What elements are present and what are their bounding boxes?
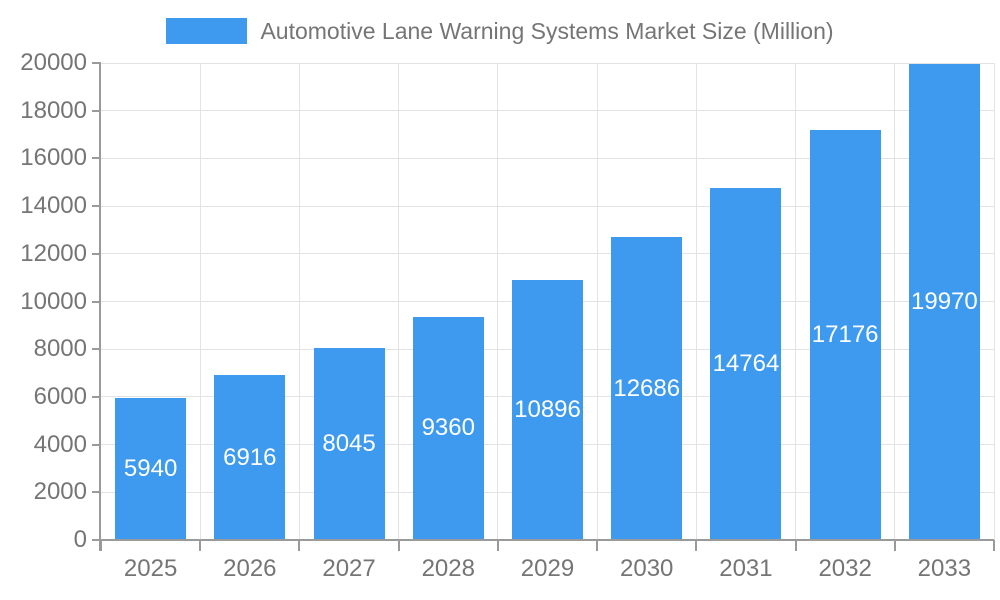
bar-value-label: 6916 xyxy=(223,443,277,471)
bar-2033[interactable]: 19970 xyxy=(908,63,980,540)
y-axis-line xyxy=(99,63,101,551)
y-axis-tick-label: 0 xyxy=(73,526,87,553)
bar-2027[interactable]: 8045 xyxy=(313,348,385,540)
y-axis-tick xyxy=(92,62,101,64)
legend-label: Automotive Lane Warning Systems Market S… xyxy=(260,18,834,44)
y-gridline xyxy=(101,62,994,64)
x-axis-tick xyxy=(893,540,896,551)
x-axis-tick xyxy=(596,540,599,551)
x-gridline xyxy=(199,63,201,540)
legend-swatch-icon xyxy=(166,18,248,44)
bar-2028[interactable]: 9360 xyxy=(412,316,484,540)
y-axis-tick-label: 6000 xyxy=(33,382,87,410)
x-gridline xyxy=(298,63,300,540)
x-gridline xyxy=(894,63,896,540)
y-axis-tick-label: 12000 xyxy=(20,239,87,267)
y-axis-tick xyxy=(92,157,101,160)
x-gridline xyxy=(695,63,697,540)
y-axis-tick-label: 16000 xyxy=(20,144,87,172)
x-axis-tick-label: 2030 xyxy=(620,555,674,582)
bar-2029[interactable]: 10896 xyxy=(512,280,583,540)
x-gridline xyxy=(795,63,797,540)
y-axis-tick xyxy=(92,395,101,398)
y-axis-tick-label: 2000 xyxy=(33,478,87,506)
y-axis-tick xyxy=(92,300,101,303)
bar-2032[interactable]: 17176 xyxy=(809,130,881,540)
x-gridline xyxy=(993,63,995,540)
x-axis-tick-label: 2025 xyxy=(123,555,178,582)
y-axis-tick-label: 14000 xyxy=(20,192,87,220)
y-axis-tick-label: 18000 xyxy=(20,96,87,124)
x-axis-tick xyxy=(397,540,400,551)
bar-value-label: 12686 xyxy=(613,374,681,402)
y-gridline xyxy=(101,157,994,159)
x-gridline xyxy=(596,63,598,540)
bar-2026[interactable]: 6916 xyxy=(214,375,286,540)
bar-2030[interactable]: 12686 xyxy=(611,237,683,540)
y-gridline xyxy=(101,253,994,255)
x-axis-tick xyxy=(100,540,102,551)
x-gridline xyxy=(497,63,499,540)
y-axis-tick-label: 8000 xyxy=(33,335,87,363)
x-axis-tick xyxy=(794,540,797,551)
y-axis-tick-label: 10000 xyxy=(20,287,87,315)
y-gridline xyxy=(101,205,994,207)
y-axis-tick-label: 20000 xyxy=(20,49,87,76)
y-axis-tick xyxy=(92,443,101,446)
bar-value-label: 8045 xyxy=(322,430,376,458)
y-axis-tick xyxy=(92,539,101,541)
bar-value-label: 10896 xyxy=(514,396,581,424)
bar-value-label: 14764 xyxy=(712,349,780,377)
x-axis-tick xyxy=(695,540,698,551)
y-axis-tick xyxy=(92,205,101,208)
y-axis-tick xyxy=(92,252,101,255)
bar-value-label: 19970 xyxy=(911,287,978,315)
y-axis-tick xyxy=(92,491,101,494)
x-axis-tick-label: 2033 xyxy=(917,555,972,582)
x-axis-line xyxy=(101,539,994,541)
x-axis-tick-label: 2028 xyxy=(421,555,475,582)
x-axis-tick-label: 2027 xyxy=(322,555,376,582)
x-axis-tick xyxy=(199,540,202,551)
legend[interactable]: Automotive Lane Warning Systems Market S… xyxy=(0,16,1000,46)
x-gridline xyxy=(398,63,400,540)
bar-2025[interactable]: 5940 xyxy=(115,398,187,540)
x-axis-tick-label: 2031 xyxy=(719,555,773,582)
x-axis-tick-label: 2029 xyxy=(520,555,575,582)
y-axis-tick xyxy=(92,109,101,112)
x-axis-tick xyxy=(993,540,995,551)
y-axis-tick-label: 4000 xyxy=(33,430,87,458)
bar-value-label: 9360 xyxy=(421,414,475,442)
y-gridline xyxy=(101,110,994,112)
bar-value-label: 17176 xyxy=(811,321,879,349)
x-axis-tick xyxy=(298,540,301,551)
x-axis-tick-label: 2032 xyxy=(818,555,872,582)
y-axis-tick xyxy=(92,348,101,351)
bar-value-label: 5940 xyxy=(123,455,178,483)
bar-2031[interactable]: 14764 xyxy=(710,187,782,540)
x-axis-tick-label: 2026 xyxy=(223,555,277,582)
x-axis-tick xyxy=(496,540,499,551)
